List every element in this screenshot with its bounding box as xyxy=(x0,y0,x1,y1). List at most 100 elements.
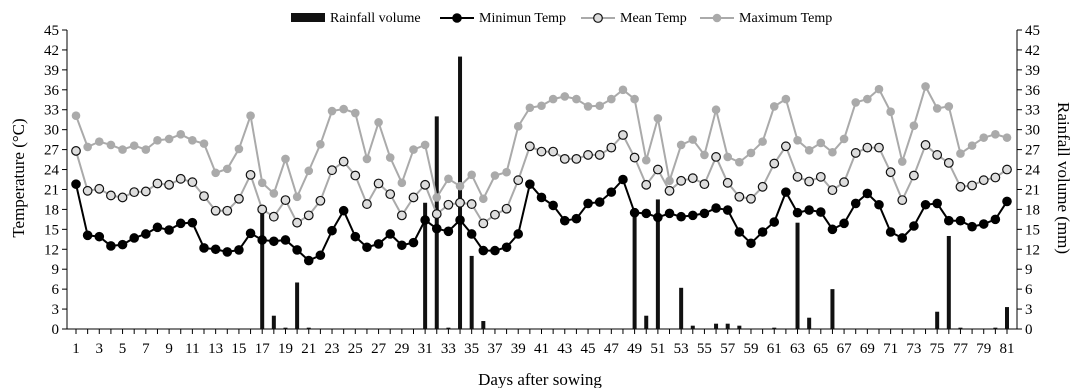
minimun-temp-point xyxy=(653,212,663,223)
minimun-temp-point xyxy=(141,229,151,239)
y-tick-label-left: 39 xyxy=(44,63,59,79)
maximum-temp-point xyxy=(769,102,779,111)
maximum-temp-point xyxy=(71,111,81,121)
y-tick-label-right: 0 xyxy=(1025,322,1033,338)
minimun-temp-point xyxy=(781,187,791,197)
y-tick-label-left: 27 xyxy=(44,143,60,159)
x-tick-label: 61 xyxy=(767,341,782,357)
minimun-temp-point xyxy=(408,237,419,248)
minimun-temp-point xyxy=(559,215,570,226)
maximum-temp-point xyxy=(607,94,616,104)
mean-temp-point xyxy=(408,192,419,203)
maximum-temp-point xyxy=(234,144,244,154)
maximum-temp-point xyxy=(141,145,151,154)
maximum-temp-point xyxy=(828,147,837,157)
maximum-temp-point xyxy=(188,135,197,145)
y-tick-label-left: 36 xyxy=(44,83,60,99)
y-tick-label-right: 15 xyxy=(1025,222,1040,238)
minimun-temp-point xyxy=(734,227,745,237)
minimun-temp-point xyxy=(699,208,710,219)
maximum-temp-point xyxy=(874,84,884,94)
minimun-temp-point xyxy=(792,207,803,218)
maximum-temp-point xyxy=(572,94,581,104)
minimun-temp-point xyxy=(618,174,628,185)
minimun-temp-point xyxy=(164,225,174,235)
minimun-temp-point xyxy=(222,247,233,257)
mean-temp-point xyxy=(234,193,244,204)
maximum-temp-point xyxy=(502,167,511,177)
x-tick-label: 29 xyxy=(394,341,409,357)
mean-temp-point xyxy=(722,177,733,188)
mean-temp-point xyxy=(687,173,698,184)
rainfall-bar xyxy=(271,315,276,329)
mean-temp-point xyxy=(885,167,896,178)
mean-temp-point xyxy=(583,150,593,160)
maximum-temp-point xyxy=(956,149,965,158)
minimun-temp-point xyxy=(676,211,686,222)
maximum-temp-point xyxy=(583,102,593,111)
x-tick-label: 63 xyxy=(790,341,805,357)
maximum-temp-point xyxy=(94,137,104,146)
minimun-temp-point xyxy=(932,198,942,209)
maximum-temp-point xyxy=(269,189,279,198)
maximum-temp-point xyxy=(385,153,395,162)
mean-temp-point xyxy=(257,204,268,215)
minimun-temp-point xyxy=(862,188,873,199)
minimun-temp-point xyxy=(82,230,93,241)
y-tick-label-left: 12 xyxy=(44,242,59,258)
rainfall-bar xyxy=(807,317,812,329)
minimun-temp-point xyxy=(257,235,268,245)
minimun-temp-point xyxy=(210,244,221,255)
mean-temp-point xyxy=(82,185,93,196)
minimun-temp-point xyxy=(420,215,430,225)
minimun-temp-point xyxy=(909,221,919,231)
y-tick-label-right: 21 xyxy=(1025,182,1040,198)
rainfall-bar xyxy=(295,282,300,329)
x-tick-label: 15 xyxy=(231,341,246,357)
mean-temp-point xyxy=(327,165,337,176)
x-tick-label: 67 xyxy=(837,341,853,357)
maximum-temp-point xyxy=(525,103,535,113)
y-tick-label-left: 33 xyxy=(44,103,59,119)
maximum-temp-point xyxy=(735,157,744,167)
minimun-temp-point xyxy=(1002,196,1012,207)
maximum-temp-point xyxy=(665,176,674,186)
rainfall-bar xyxy=(655,199,660,329)
maximum-temp-point xyxy=(932,104,942,113)
maximum-temp-point xyxy=(490,171,500,180)
x-tick-label: 69 xyxy=(860,341,875,357)
maximum-temp-point xyxy=(351,108,360,118)
maximum-temp-point xyxy=(397,178,407,188)
mean-temp-point xyxy=(94,183,105,194)
y-tick-label-left: 3 xyxy=(52,302,60,318)
rainfall-bar xyxy=(446,327,451,329)
rainfall-bar xyxy=(935,311,940,329)
maximum-temp-point xyxy=(863,94,872,104)
maximum-temp-point xyxy=(944,102,954,111)
minimun-temp-point xyxy=(874,199,884,210)
rainfall-bar xyxy=(737,325,742,329)
rainfall-bar xyxy=(714,323,719,329)
minimun-temp-point xyxy=(362,242,372,253)
maximum-temp-point xyxy=(118,145,127,154)
minimun-temp-point xyxy=(234,245,244,255)
maximum-temp-point xyxy=(758,137,767,146)
maximum-temp-point xyxy=(967,141,977,150)
x-tick-label: 37 xyxy=(487,341,503,357)
minimun-temp-point xyxy=(478,245,489,256)
minimun-temp-point xyxy=(397,240,407,251)
x-tick-label: 65 xyxy=(813,341,828,357)
rainfall-bar xyxy=(946,235,951,329)
minimun-temp-point xyxy=(129,233,139,243)
rainfall-bar xyxy=(434,116,439,329)
maximum-temp-point xyxy=(886,107,895,117)
x-tick-label: 55 xyxy=(697,341,712,357)
x-tick-label: 1 xyxy=(72,341,80,357)
maximum-temp-point xyxy=(176,130,186,139)
y-tick-label-right: 3 xyxy=(1025,302,1033,318)
minimun-temp-point xyxy=(629,207,640,218)
legend-label-minimum: Minimun Temp xyxy=(479,11,566,26)
y-tick-label-right: 9 xyxy=(1025,262,1033,278)
mean-temp-point xyxy=(524,141,535,152)
y-tick-label-left: 45 xyxy=(44,23,59,39)
